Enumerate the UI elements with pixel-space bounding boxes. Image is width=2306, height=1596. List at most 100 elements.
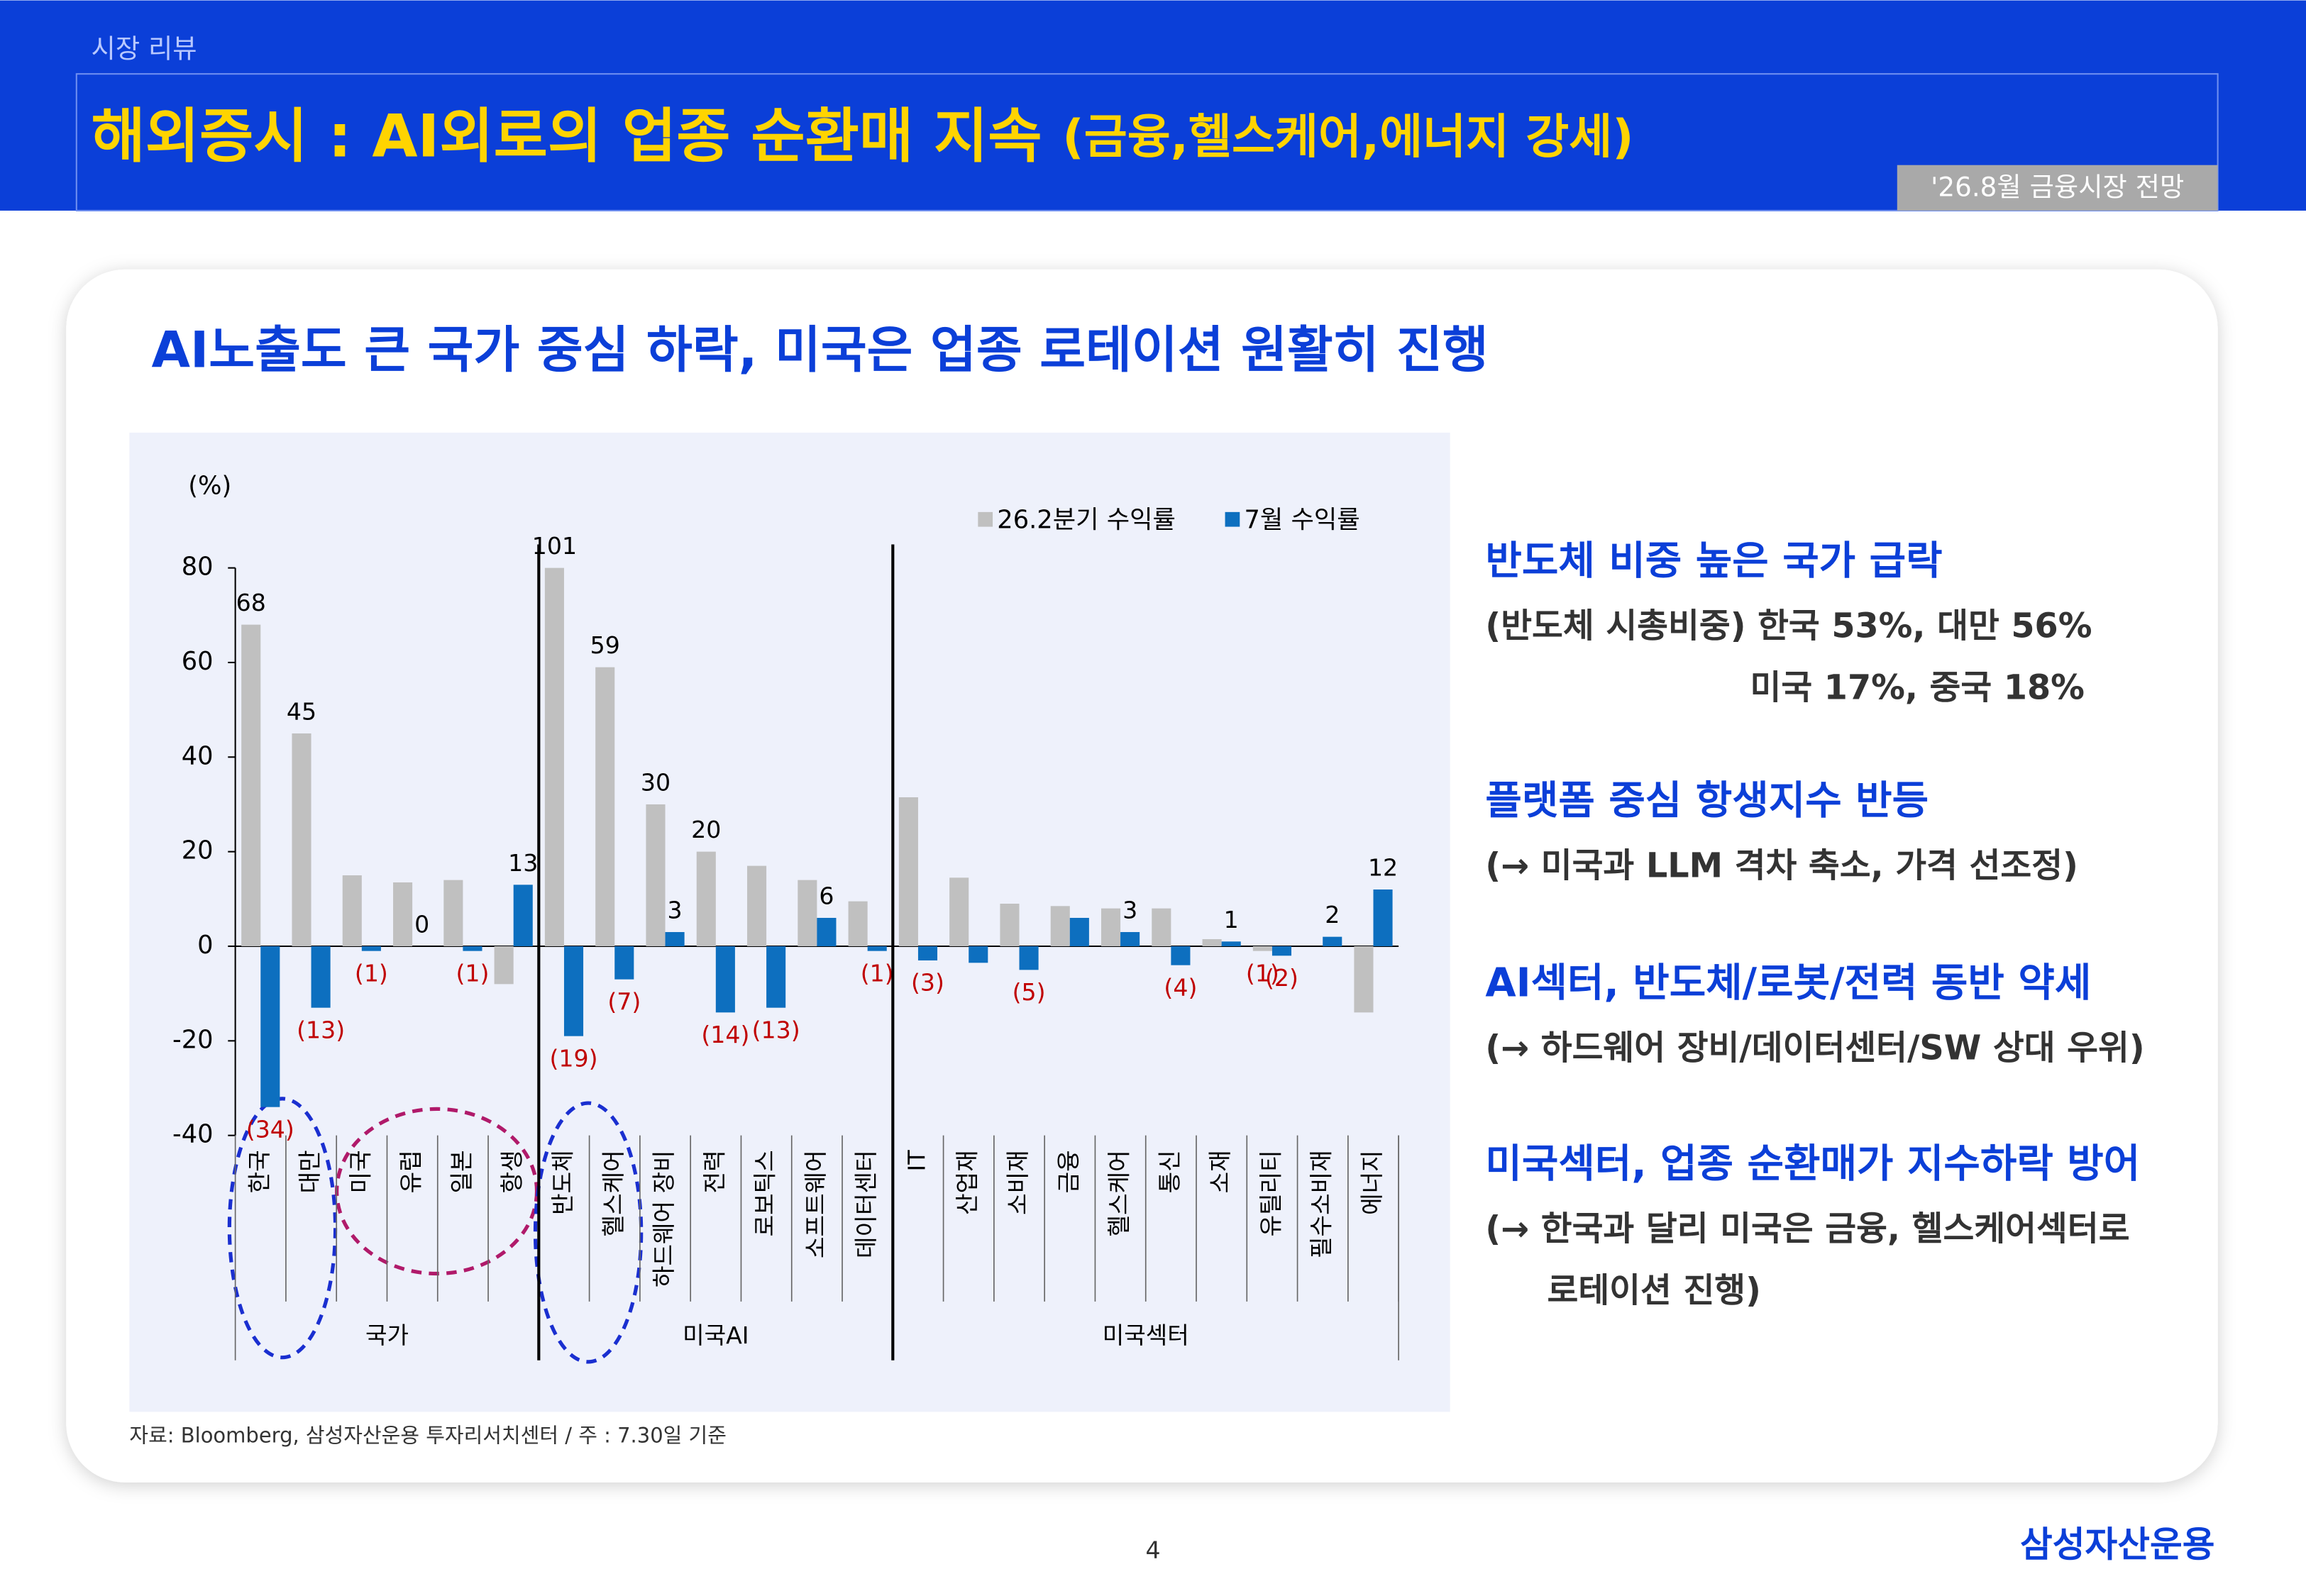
- unit-label: (%): [188, 472, 231, 501]
- x-tick-label: 헬스케어: [1105, 1150, 1133, 1236]
- data-label: (1): [456, 959, 489, 987]
- bar: [715, 946, 735, 1013]
- plot-area: [241, 567, 1393, 1107]
- note-line: 로테이션 진행): [1547, 1271, 1760, 1310]
- group-label: 미국AI: [683, 1321, 749, 1349]
- bar: [1221, 941, 1241, 946]
- title-suffix: (금융,헬스케어,에너지 강세): [1062, 109, 1633, 165]
- bar: [544, 567, 564, 946]
- page-number: 4: [1145, 1536, 1160, 1564]
- x-tick-label: 소프트웨어: [802, 1150, 829, 1258]
- data-label: 45: [287, 697, 316, 725]
- data-label: 6: [819, 882, 834, 909]
- bar: [867, 946, 887, 951]
- x-tick-label: 금융: [1054, 1150, 1082, 1193]
- data-label: 12: [1368, 853, 1398, 881]
- bar: [1373, 889, 1393, 946]
- bar: [1100, 908, 1121, 946]
- bar: [494, 946, 514, 985]
- chart-bg: [129, 432, 1450, 1412]
- x-tick-label: 한국: [246, 1150, 273, 1193]
- bar: [241, 624, 261, 946]
- y-tick-label: -20: [172, 1025, 214, 1054]
- note-heading: 플랫폼 중심 항생지수 반등: [1485, 777, 1929, 824]
- y-tick-label: 80: [182, 553, 214, 582]
- highlight-ellipse: [227, 1097, 338, 1360]
- data-label: (2): [1265, 964, 1298, 992]
- x-tick-label: 대만: [296, 1150, 324, 1193]
- x-tick-label: 필수소비재: [1308, 1150, 1335, 1258]
- bar: [614, 946, 634, 980]
- x-tick-label: 유럽: [397, 1150, 425, 1193]
- data-label: (13): [752, 1016, 800, 1043]
- data-label: (1): [355, 959, 388, 987]
- group-label: 국가: [365, 1321, 409, 1349]
- legend-swatch: [978, 511, 993, 527]
- data-label: 20: [691, 816, 721, 843]
- logo: 삼성자산운용: [2020, 1524, 2215, 1565]
- highlight-ellipse: [533, 1101, 644, 1364]
- y-tick-label: -40: [172, 1120, 214, 1149]
- x-tick-label: 반도체: [548, 1150, 576, 1215]
- x-tick-label: 유틸리티: [1257, 1150, 1284, 1236]
- note-line: (→ 하드웨어 장비/데이터센터/SW 상대 우위): [1485, 1029, 2144, 1068]
- badge-bg: [1897, 165, 2218, 211]
- bar: [1120, 931, 1140, 946]
- x-tick-label: 항생: [498, 1150, 526, 1193]
- bar: [798, 880, 817, 946]
- bar: [1152, 908, 1171, 946]
- source: 자료: Bloomberg, 삼성자산운용 투자리서치센터 / 주 : 7.30…: [129, 1424, 727, 1448]
- data-label: 2: [1325, 901, 1340, 929]
- note-heading: AI섹터, 반도체/로봇/전력 동반 약세: [1485, 960, 2091, 1006]
- x-tick-label: 소재: [1206, 1150, 1234, 1193]
- data-label: 1: [1224, 906, 1239, 933]
- bar: [1252, 946, 1272, 951]
- x-tick-label: 데이터센터: [852, 1150, 880, 1258]
- note-line: (→ 한국과 달리 미국은 금융, 헬스케어섹터로: [1485, 1209, 2129, 1248]
- data-label: (5): [1013, 978, 1046, 1006]
- bar: [949, 877, 969, 946]
- bar: [260, 946, 280, 1107]
- data-label: (7): [607, 987, 641, 1015]
- bar: [898, 797, 918, 946]
- badge: '26.8월 금융시장 전망: [1931, 171, 2184, 202]
- y-tick-label: 20: [182, 836, 214, 865]
- bar: [646, 804, 666, 946]
- legend-label: 26.2분기 수익률: [997, 505, 1176, 534]
- note-line: (반도체 시총비중) 한국 53%, 대만 56%: [1485, 607, 2092, 646]
- y-tick-label: 40: [182, 741, 214, 770]
- bar: [917, 946, 938, 960]
- bar: [1202, 938, 1222, 946]
- bar: [1000, 903, 1020, 946]
- data-label: 30: [641, 768, 671, 796]
- title-main: 해외증시 : AI외로의 업종 순환매 지속: [92, 101, 1042, 170]
- subtitle: AI노출도 큰 국가 중심 하락, 미국은 업종 로테이션 원활히 진행: [151, 321, 1488, 379]
- bar: [696, 851, 716, 946]
- bar: [665, 931, 685, 946]
- bar: [1019, 946, 1039, 970]
- header-title: 해외증시 : AI외로의 업종 순환매 지속 (금융,헬스케어,에너지 강세): [92, 101, 1634, 170]
- x-tick-label: 일본: [448, 1150, 475, 1193]
- bar: [747, 865, 767, 946]
- data-label: (3): [911, 969, 944, 997]
- header-frame: [75, 73, 2219, 211]
- x-tick-label: 하드웨어 장비: [650, 1150, 678, 1287]
- bar: [969, 946, 988, 963]
- x-tick-label: 통신: [1156, 1150, 1184, 1193]
- data-label: (1): [1246, 959, 1279, 987]
- y-tick-label: 0: [197, 931, 213, 960]
- bar: [817, 917, 837, 946]
- bar: [463, 946, 482, 951]
- bar: [311, 946, 331, 1008]
- bar: [1354, 946, 1374, 1013]
- bar: [1171, 946, 1191, 965]
- data-label: (1): [861, 959, 894, 987]
- data-label: (14): [701, 1021, 749, 1048]
- legend-swatch: [1225, 511, 1240, 527]
- data-label: 68: [236, 589, 266, 616]
- x-tick-label: 산업재: [954, 1150, 981, 1215]
- note-heading: 반도체 비중 높은 국가 급락: [1485, 538, 1942, 584]
- data-label: 3: [668, 896, 683, 924]
- data-label: 13: [508, 849, 538, 877]
